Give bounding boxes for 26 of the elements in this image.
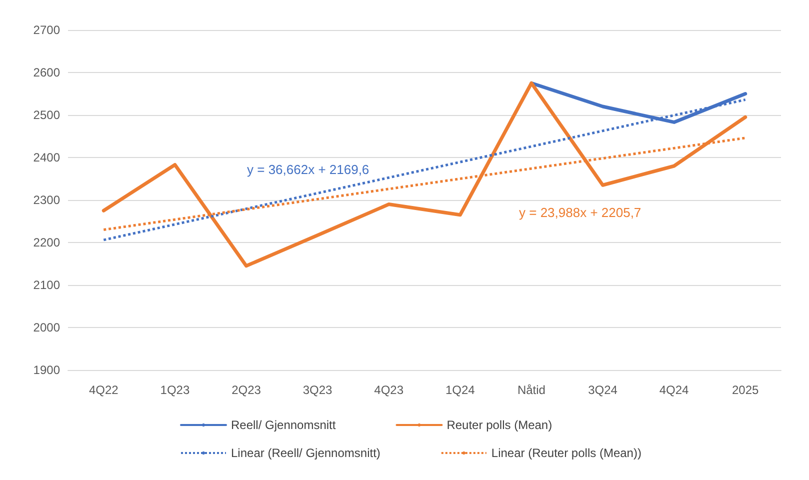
x-tick-label: 4Q23 (374, 383, 404, 397)
x-tick-label: Nåtid (517, 383, 546, 397)
y-tick-label: 2200 (33, 236, 60, 250)
legend-label: Reell/ Gjennomsnitt (231, 418, 336, 432)
y-tick-label: 1900 (33, 363, 60, 377)
x-tick-label: 3Q23 (302, 383, 333, 397)
y-tick-label: 2500 (33, 108, 60, 122)
y-tick-label: 2600 (33, 66, 60, 80)
x-tick-label: 1Q24 (445, 383, 476, 397)
y-tick-label: 2700 (33, 23, 60, 37)
legend-label: Linear (Reuter polls (Mean)) (491, 446, 642, 460)
x-tick-label: 2025 (732, 383, 760, 397)
x-tick-label: 4Q24 (659, 383, 690, 397)
x-tick-label: 2Q23 (232, 383, 262, 397)
y-tick-label: 2300 (33, 193, 60, 207)
annotation: y = 36,662x + 2169,6 (247, 162, 370, 177)
legend-label: Reuter polls (Mean) (446, 418, 552, 432)
x-tick-label: 1Q23 (160, 383, 190, 397)
y-tick-label: 2100 (33, 278, 60, 292)
legend-label: Linear (Reell/ Gjennomsnitt) (231, 446, 380, 460)
line-series (102, 81, 748, 268)
y-tick-label: 2400 (33, 150, 60, 164)
y-tick-label: 2000 (33, 320, 60, 334)
x-tick-label: 4Q22 (88, 383, 119, 397)
x-tick-label: 3Q24 (588, 383, 618, 397)
annotation: y = 23,988x + 2205,7 (519, 205, 642, 220)
